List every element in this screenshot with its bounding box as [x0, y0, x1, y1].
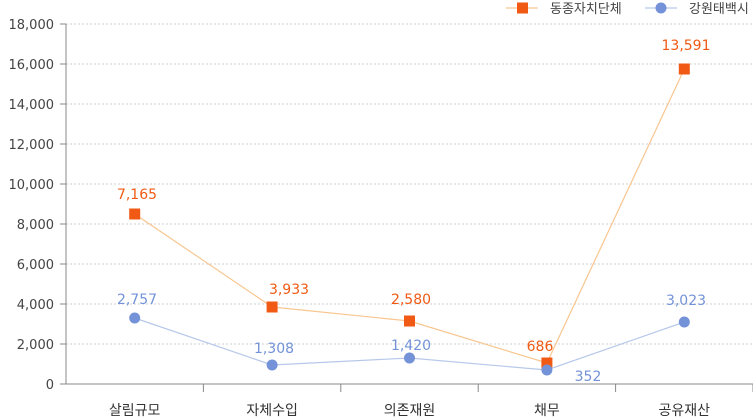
data-label: 2,580 — [391, 292, 431, 308]
y-tick-label: 10,000 — [9, 178, 55, 193]
data-label: 686 — [527, 339, 554, 355]
series-1 — [129, 63, 690, 369]
data-point — [129, 208, 141, 220]
legend-label: 동종자치단체 — [550, 2, 622, 17]
series-2 — [129, 312, 690, 376]
data-point — [404, 315, 415, 327]
data-label: 2,757 — [117, 292, 157, 308]
x-tick-label: 채무 — [534, 403, 560, 419]
data-label: 1,420 — [391, 338, 431, 354]
data-point — [541, 364, 553, 376]
data-label: 3,933 — [269, 282, 309, 298]
legend-item-2: 강원태백시 — [645, 2, 749, 17]
data-label: 352 — [575, 369, 602, 385]
data-point — [129, 312, 141, 324]
y-tick-label: 14,000 — [9, 98, 55, 113]
y-tick-label: 2,000 — [17, 338, 54, 353]
legend-marker — [517, 2, 528, 14]
data-point — [266, 301, 278, 313]
data-label: 3,023 — [666, 293, 706, 309]
legend-marker — [655, 2, 667, 14]
y-tick-label: 16,000 — [9, 58, 55, 73]
data-label: 1,308 — [254, 341, 294, 357]
y-tick-label: 6,000 — [17, 258, 54, 273]
x-tick-label: 자체수입 — [246, 403, 298, 419]
axes: 0 2,000 4,000 6,000 8,000 10,000 12,000 14,000 1… — [9, 18, 753, 419]
series-layer — [129, 63, 690, 376]
data-point — [678, 316, 690, 328]
legend: 동종자치단체 강원태백시 — [506, 2, 749, 17]
x-tick-label: 살림규모 — [109, 403, 161, 419]
data-point — [266, 359, 278, 371]
data-labels: 7,165 3,933 2,580 686 13,591 2,757 1,308 1,420 3… — [117, 38, 711, 385]
x-tick-label: 의존재원 — [384, 403, 436, 419]
legend-label: 강원태백시 — [689, 2, 749, 17]
data-point — [404, 352, 415, 364]
data-point — [678, 63, 690, 75]
data-point — [541, 357, 553, 369]
y-tick-label: 18,000 — [9, 18, 55, 33]
data-label: 13,591 — [662, 38, 711, 54]
data-label: 7,165 — [117, 187, 157, 203]
y-tick-label: 4,000 — [17, 298, 54, 313]
y-tick-label: 12,000 — [9, 138, 55, 153]
grid — [66, 23, 753, 345]
y-tick-label: 8,000 — [17, 218, 54, 233]
legend-item-1: 동종자치단체 — [506, 2, 622, 17]
y-tick-label: 0 — [46, 378, 54, 393]
x-tick-label: 공유재산 — [659, 403, 711, 419]
